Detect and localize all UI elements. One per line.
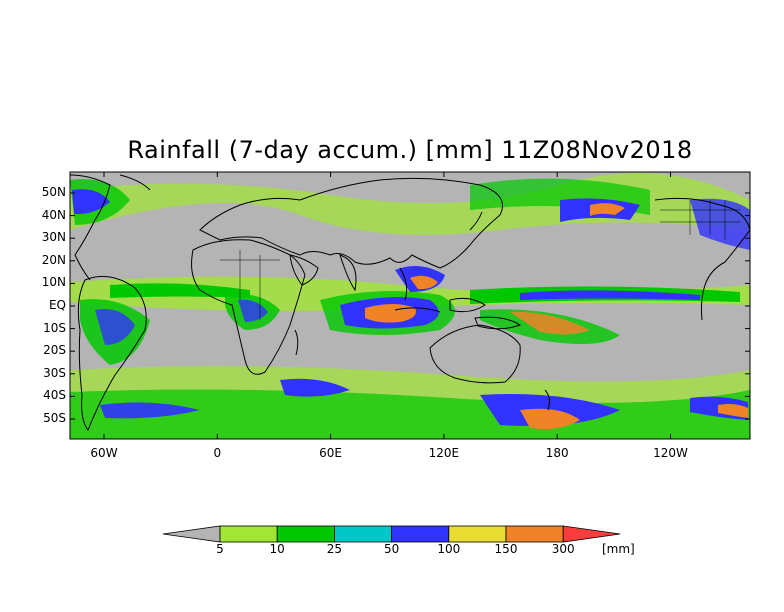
colorbar-tick-label: 150 xyxy=(494,542,518,556)
lon-label: 180 xyxy=(545,446,569,460)
lat-label: 20N xyxy=(41,252,66,267)
colorbar-tick-label: 50 xyxy=(383,542,400,556)
lat-label: 50S xyxy=(43,411,66,425)
lon-label: 60W xyxy=(90,446,118,460)
lat-label: 20S xyxy=(43,343,66,358)
lon-label: 0 xyxy=(213,446,222,460)
colorbar-unit: [mm] xyxy=(602,542,635,556)
colorbar-tick-label: 10 xyxy=(269,542,285,556)
colorbar-high-triangle xyxy=(562,525,621,543)
colorbar-segment xyxy=(219,525,278,543)
colorbar-tick-label: 100 xyxy=(437,542,461,556)
lat-label: 30N xyxy=(41,230,66,245)
colorbar-tick-label: 300 xyxy=(551,542,575,556)
lat-label: EQ xyxy=(48,298,66,312)
rain-bands xyxy=(70,173,750,439)
lat-label: 40N xyxy=(41,207,66,222)
colorbar-low-triangle xyxy=(162,525,221,543)
lon-label: 60E xyxy=(319,446,343,460)
lat-label: 40S xyxy=(43,388,66,403)
lon-label: 120W xyxy=(653,446,688,460)
colorbar-segment xyxy=(448,525,507,543)
lat-label: 10S xyxy=(43,320,66,335)
colorbar-segment xyxy=(505,525,564,543)
colorbar xyxy=(162,525,621,543)
colorbar-segment xyxy=(276,525,335,543)
colorbar-segment xyxy=(391,525,450,543)
country-borders xyxy=(220,200,740,320)
lat-label: 50N xyxy=(41,185,66,199)
colorbar-segment xyxy=(333,525,392,543)
lon-label: 120E xyxy=(428,446,460,460)
lat-label: 30S xyxy=(43,365,66,380)
map-title: Rainfall (7-day accum.) [mm] 11Z08Nov201… xyxy=(127,136,693,164)
colorbar-tick-label: 5 xyxy=(216,542,224,556)
lat-label: 10N xyxy=(41,275,66,290)
colorbar-tick-label: 25 xyxy=(326,542,343,556)
